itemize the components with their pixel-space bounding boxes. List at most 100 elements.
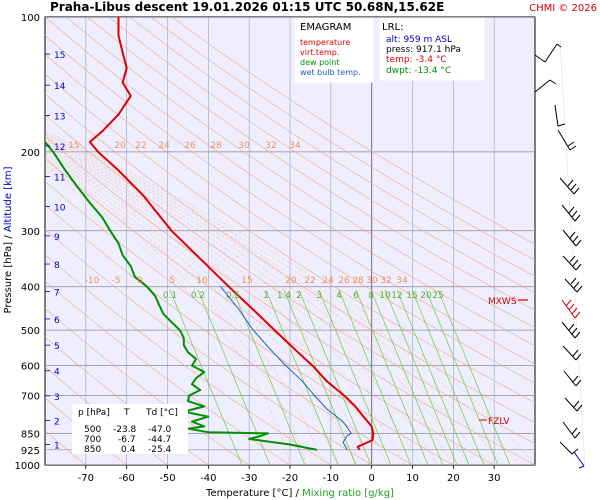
adiabat-label: 28 <box>210 141 222 151</box>
altitude-tick-label: 13 <box>54 113 65 123</box>
mixing-ratio-label: 10 <box>379 291 391 301</box>
altitude-tick-label: 15 <box>54 51 65 61</box>
mxws-label: MXWS <box>488 297 517 307</box>
temperature-tick-label: 0 <box>368 473 374 484</box>
altitude-tick-label: 12 <box>54 143 65 153</box>
altitude-tick-label: 8 <box>54 261 60 271</box>
altitude-tick-label: 3 <box>54 393 60 403</box>
adiabat-label: 15 <box>241 276 252 286</box>
dry-adiabat-line <box>108 17 535 294</box>
legend-item-virt-temp: virt.temp. <box>300 48 339 57</box>
series-layer <box>45 17 375 451</box>
altitude-tick-label: 5 <box>54 342 60 352</box>
adiabat-label: 20 <box>285 276 297 286</box>
moist-adiabat-line <box>45 155 356 465</box>
adiabat-label: 0 <box>137 276 143 286</box>
pressure-tick-label: 1000 <box>15 461 40 472</box>
legend-item-dew-point: dew point <box>300 58 340 67</box>
temperature-tick-label: -10 <box>323 473 339 484</box>
temperature-tick-label: -40 <box>200 473 216 484</box>
mixing-ratio-line <box>396 289 470 465</box>
mixing-ratio-label: 3 <box>316 291 322 301</box>
series-line-dew-point <box>45 141 318 451</box>
altitude-tick-label: 1 <box>54 442 60 452</box>
adiabat-label: 34 <box>289 141 301 151</box>
altitude-tick-label: 2 <box>54 417 60 427</box>
moist-adiabat-line <box>45 145 421 465</box>
copyright-label: CHMI © 2026 <box>529 3 597 14</box>
mixing-ratio-line <box>265 289 339 465</box>
dry-adiabat-line <box>45 180 454 465</box>
moist-adiabat-line <box>45 161 323 465</box>
wind-barb-icon <box>559 441 579 455</box>
table-cell: -25.4 <box>148 445 172 455</box>
temperature-tick-label: -20 <box>282 473 298 484</box>
moist-adiabat-line <box>45 136 487 465</box>
altitude-tick-label: 10 <box>54 204 66 214</box>
mixing-ratio-label: 12 <box>391 291 402 301</box>
dry-adiabat-line <box>45 93 535 424</box>
altitude-tick-label: 4 <box>54 368 60 378</box>
moist-adiabat-line <box>45 132 519 465</box>
pressure-tick-label: 925 <box>21 446 40 457</box>
temperature-tick-label: -30 <box>241 473 257 484</box>
adiabat-label: 28 <box>352 276 364 286</box>
dry-adiabat-line <box>45 34 535 365</box>
pressure-tick-label: 700 <box>21 392 40 403</box>
mixing-ratio-line <box>298 289 372 465</box>
mixing-ratio-line <box>338 289 412 465</box>
adiabat-label: 24 <box>322 276 334 286</box>
series-line-temperature <box>88 17 375 451</box>
dry-adiabat-line <box>65 17 535 329</box>
altitude-tick-label: 7 <box>54 289 60 299</box>
dry-adiabat-line <box>150 17 535 261</box>
table-cell: 500 <box>84 425 101 435</box>
mixing-ratio-label: 4 <box>336 291 342 301</box>
lrl-press: press: 917.1 hPa <box>386 45 461 55</box>
moist-adiabat-line <box>45 164 307 465</box>
table-cell: -6.7 <box>118 435 136 445</box>
y-axis-label: Pressure [hPa] / Altitude [km] <box>3 166 14 313</box>
adiabat-label: 30 <box>238 141 250 151</box>
temperature-tick-label: 10 <box>406 473 419 484</box>
wind-barb-icon <box>573 451 585 469</box>
adiabat-label: -5 <box>112 276 121 286</box>
wind-barb-icon <box>562 255 582 271</box>
table-header-p: p [hPa] <box>78 408 110 418</box>
moist-adiabat-line <box>45 134 503 465</box>
wind-barb-icon <box>563 370 582 387</box>
lrl-box <box>379 17 485 81</box>
wind-barb-icon <box>561 204 581 222</box>
wind-barb-icon <box>534 79 557 93</box>
adiabat-label: 20 <box>114 141 126 151</box>
wind-column-guide <box>559 39 586 469</box>
wind-barb-icon <box>562 229 582 247</box>
adiabat-label: 34 <box>396 276 408 286</box>
mixing-ratio-label: 8 <box>368 291 374 301</box>
adiabat-label: 22 <box>135 141 146 151</box>
dry-adiabat-line <box>45 54 535 384</box>
mixing-ratio-label: 25 <box>432 291 443 301</box>
adiabat-label: 22 <box>304 276 315 286</box>
wind-barb-icon <box>534 43 562 63</box>
series-line-wet-bulb-temp- <box>220 286 352 451</box>
adiabat-label: 5 <box>169 276 175 286</box>
grid-layer <box>45 17 535 465</box>
lrl-dwpt: dwpt: -13.4 °C <box>386 66 451 76</box>
lrl-temp: temp: -3.4 °C <box>386 55 447 65</box>
dry-adiabat-line <box>45 430 86 465</box>
altitude-tick-label: 6 <box>54 316 60 326</box>
adiabat-label: 32 <box>265 141 276 151</box>
mixing-ratio-label: 1.4 <box>277 291 292 301</box>
wind-barb-icon <box>564 397 583 412</box>
moist-adiabat-line <box>45 152 372 465</box>
x-axis-label: Temperature [°C] / Mixing ratio [g/kg] <box>205 488 394 499</box>
wind-barb-icon <box>564 277 583 293</box>
dry-adiabat-line <box>87 17 535 311</box>
moist-adiabat-line <box>45 142 438 465</box>
pressure-tick-label: 600 <box>21 362 40 373</box>
adiabat-label: -10 <box>85 276 100 286</box>
temperature-tick-label: -60 <box>118 473 134 484</box>
temperature-tick-label: -50 <box>159 473 175 484</box>
wind-barb-icon <box>557 129 577 151</box>
